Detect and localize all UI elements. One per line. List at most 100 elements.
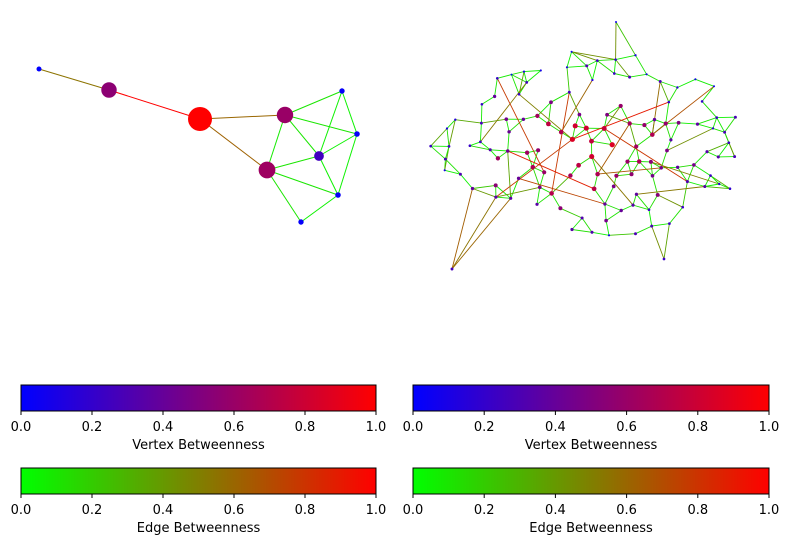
edge bbox=[704, 175, 711, 187]
colorbar-tick-label: 1.0 bbox=[759, 503, 780, 518]
edge bbox=[701, 86, 715, 102]
edge bbox=[665, 123, 672, 141]
edge bbox=[481, 96, 495, 105]
edge bbox=[430, 145, 446, 160]
edge bbox=[701, 101, 718, 118]
node bbox=[509, 196, 513, 200]
node bbox=[681, 205, 685, 209]
node bbox=[570, 50, 573, 53]
colorbar-tick-label: 0.6 bbox=[224, 420, 245, 435]
node bbox=[647, 208, 651, 212]
edge bbox=[603, 128, 613, 145]
node bbox=[614, 58, 617, 61]
edge bbox=[629, 123, 645, 126]
node bbox=[607, 234, 611, 237]
node bbox=[591, 78, 594, 82]
node bbox=[36, 66, 42, 72]
node bbox=[495, 76, 499, 80]
edge bbox=[660, 81, 678, 88]
edge bbox=[652, 85, 715, 135]
node bbox=[595, 171, 600, 177]
edge bbox=[571, 51, 588, 67]
edge bbox=[648, 194, 659, 210]
node bbox=[549, 191, 554, 196]
edge bbox=[300, 194, 339, 223]
node bbox=[494, 195, 498, 199]
edge bbox=[511, 71, 525, 76]
node bbox=[650, 132, 655, 137]
node bbox=[667, 100, 671, 104]
edge bbox=[472, 188, 497, 198]
edge bbox=[497, 74, 512, 79]
edge bbox=[604, 203, 622, 211]
edge bbox=[480, 82, 528, 143]
node bbox=[650, 224, 654, 228]
node bbox=[583, 125, 589, 131]
edge bbox=[627, 146, 637, 162]
edge bbox=[547, 102, 552, 124]
edge bbox=[571, 51, 598, 62]
edge bbox=[629, 123, 637, 147]
colorbar-tick-label: 0.0 bbox=[403, 503, 424, 518]
node bbox=[634, 192, 639, 196]
colorbar-tick-label: 1.0 bbox=[759, 420, 780, 435]
edge bbox=[560, 207, 583, 219]
edge bbox=[704, 186, 731, 190]
edge bbox=[318, 133, 358, 157]
colorbar-tick-label: 0.6 bbox=[224, 503, 245, 518]
node bbox=[676, 120, 681, 125]
node bbox=[450, 267, 454, 271]
edge bbox=[669, 206, 684, 224]
node bbox=[685, 180, 689, 184]
edge bbox=[318, 155, 339, 196]
edge bbox=[663, 223, 670, 260]
edge bbox=[537, 101, 552, 117]
edge bbox=[712, 117, 718, 129]
edge bbox=[678, 122, 698, 125]
edge bbox=[693, 151, 708, 166]
node bbox=[634, 54, 637, 57]
edge bbox=[451, 188, 473, 270]
colorbar-vertex-left: 0.0 0.2 0.4 0.6 0.8 1.0 Vertex Betweenness bbox=[11, 384, 386, 453]
node bbox=[517, 92, 521, 96]
edge bbox=[631, 161, 640, 175]
edge bbox=[511, 74, 520, 95]
node bbox=[458, 172, 462, 176]
node bbox=[604, 218, 608, 223]
edge bbox=[604, 186, 615, 205]
edge bbox=[266, 155, 320, 171]
edge bbox=[597, 167, 662, 175]
node bbox=[711, 127, 715, 130]
edge bbox=[591, 128, 605, 142]
edge bbox=[523, 115, 538, 120]
edge bbox=[710, 175, 731, 190]
edge bbox=[551, 193, 561, 209]
node bbox=[507, 130, 511, 134]
node bbox=[589, 138, 594, 144]
edge bbox=[481, 118, 507, 124]
node bbox=[314, 151, 324, 161]
edge bbox=[507, 150, 528, 154]
node bbox=[627, 121, 632, 126]
node bbox=[727, 141, 731, 145]
node bbox=[576, 162, 581, 168]
edge bbox=[651, 225, 665, 260]
edge bbox=[337, 133, 358, 196]
colorbar-tick-label: 1.0 bbox=[366, 503, 387, 518]
node bbox=[479, 121, 483, 125]
edge bbox=[651, 81, 661, 135]
edge bbox=[635, 225, 652, 235]
edge bbox=[480, 104, 483, 124]
colorbar-tick-label: 0.8 bbox=[295, 420, 316, 435]
edge bbox=[591, 231, 610, 236]
edge bbox=[455, 119, 482, 124]
edge bbox=[507, 150, 512, 199]
node bbox=[614, 173, 619, 178]
edge bbox=[603, 128, 688, 182]
edge bbox=[597, 59, 616, 62]
edge bbox=[284, 114, 320, 157]
node bbox=[663, 121, 668, 126]
edge bbox=[494, 78, 498, 97]
node bbox=[568, 173, 573, 178]
